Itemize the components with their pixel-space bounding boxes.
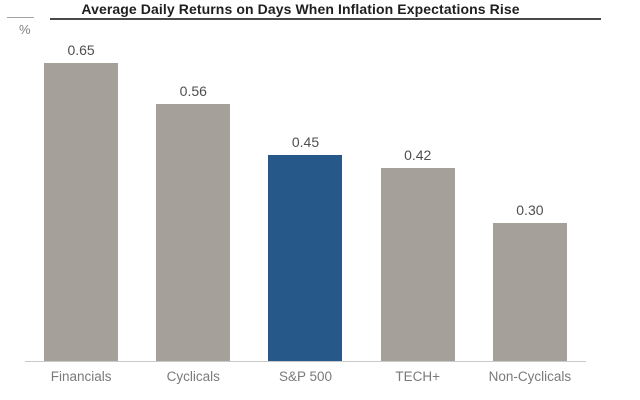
bar-slot-s-p-500: 0.45 [249, 40, 361, 361]
bar-value-label-non-cyclicals: 0.30 [516, 202, 544, 219]
bar-value-label-cyclicals: 0.56 [179, 83, 207, 100]
header-tick-line [7, 16, 34, 18]
bar-value-label-tech: 0.42 [404, 147, 432, 164]
x-axis-label-tech: TECH+ [395, 369, 440, 384]
bar-slot-tech: 0.42 [362, 40, 474, 361]
x-axis-labels: Financials Cyclicals S&P 500 TECH+ Non-Cycli… [25, 369, 586, 389]
bar-slot-financials: 0.65 [25, 40, 137, 361]
bar-financials: 0.65 [44, 42, 119, 361]
x-axis-label-non-cyclicals: Non-Cyclicals [488, 369, 572, 384]
x-axis-label-s-p-500: S&P 500 [278, 369, 332, 384]
bar-non-cyclicals: 0.30 [492, 202, 567, 361]
x-axis-label-financials: Financials [50, 369, 112, 384]
x-axis-label-cyclicals: Cyclicals [166, 369, 220, 384]
bar-s-p-500: 0.45 [268, 134, 343, 361]
y-axis-unit-label: % [19, 22, 31, 37]
plot-area: 0.65 0.56 0.45 0.42 0.30 [25, 40, 586, 362]
bar-slot-cyclicals: 0.56 [137, 40, 249, 361]
chart-title: Average Daily Returns on Days When Infla… [81, 1, 520, 17]
bar-cyclicals: 0.56 [156, 83, 231, 361]
bar-value-label-s-p-500: 0.45 [291, 133, 320, 150]
bar-slot-non-cyclicals: 0.30 [474, 40, 586, 361]
title-underline [50, 18, 601, 20]
bar-value-label-financials: 0.65 [67, 41, 95, 58]
bar-tech: 0.42 [380, 147, 455, 361]
